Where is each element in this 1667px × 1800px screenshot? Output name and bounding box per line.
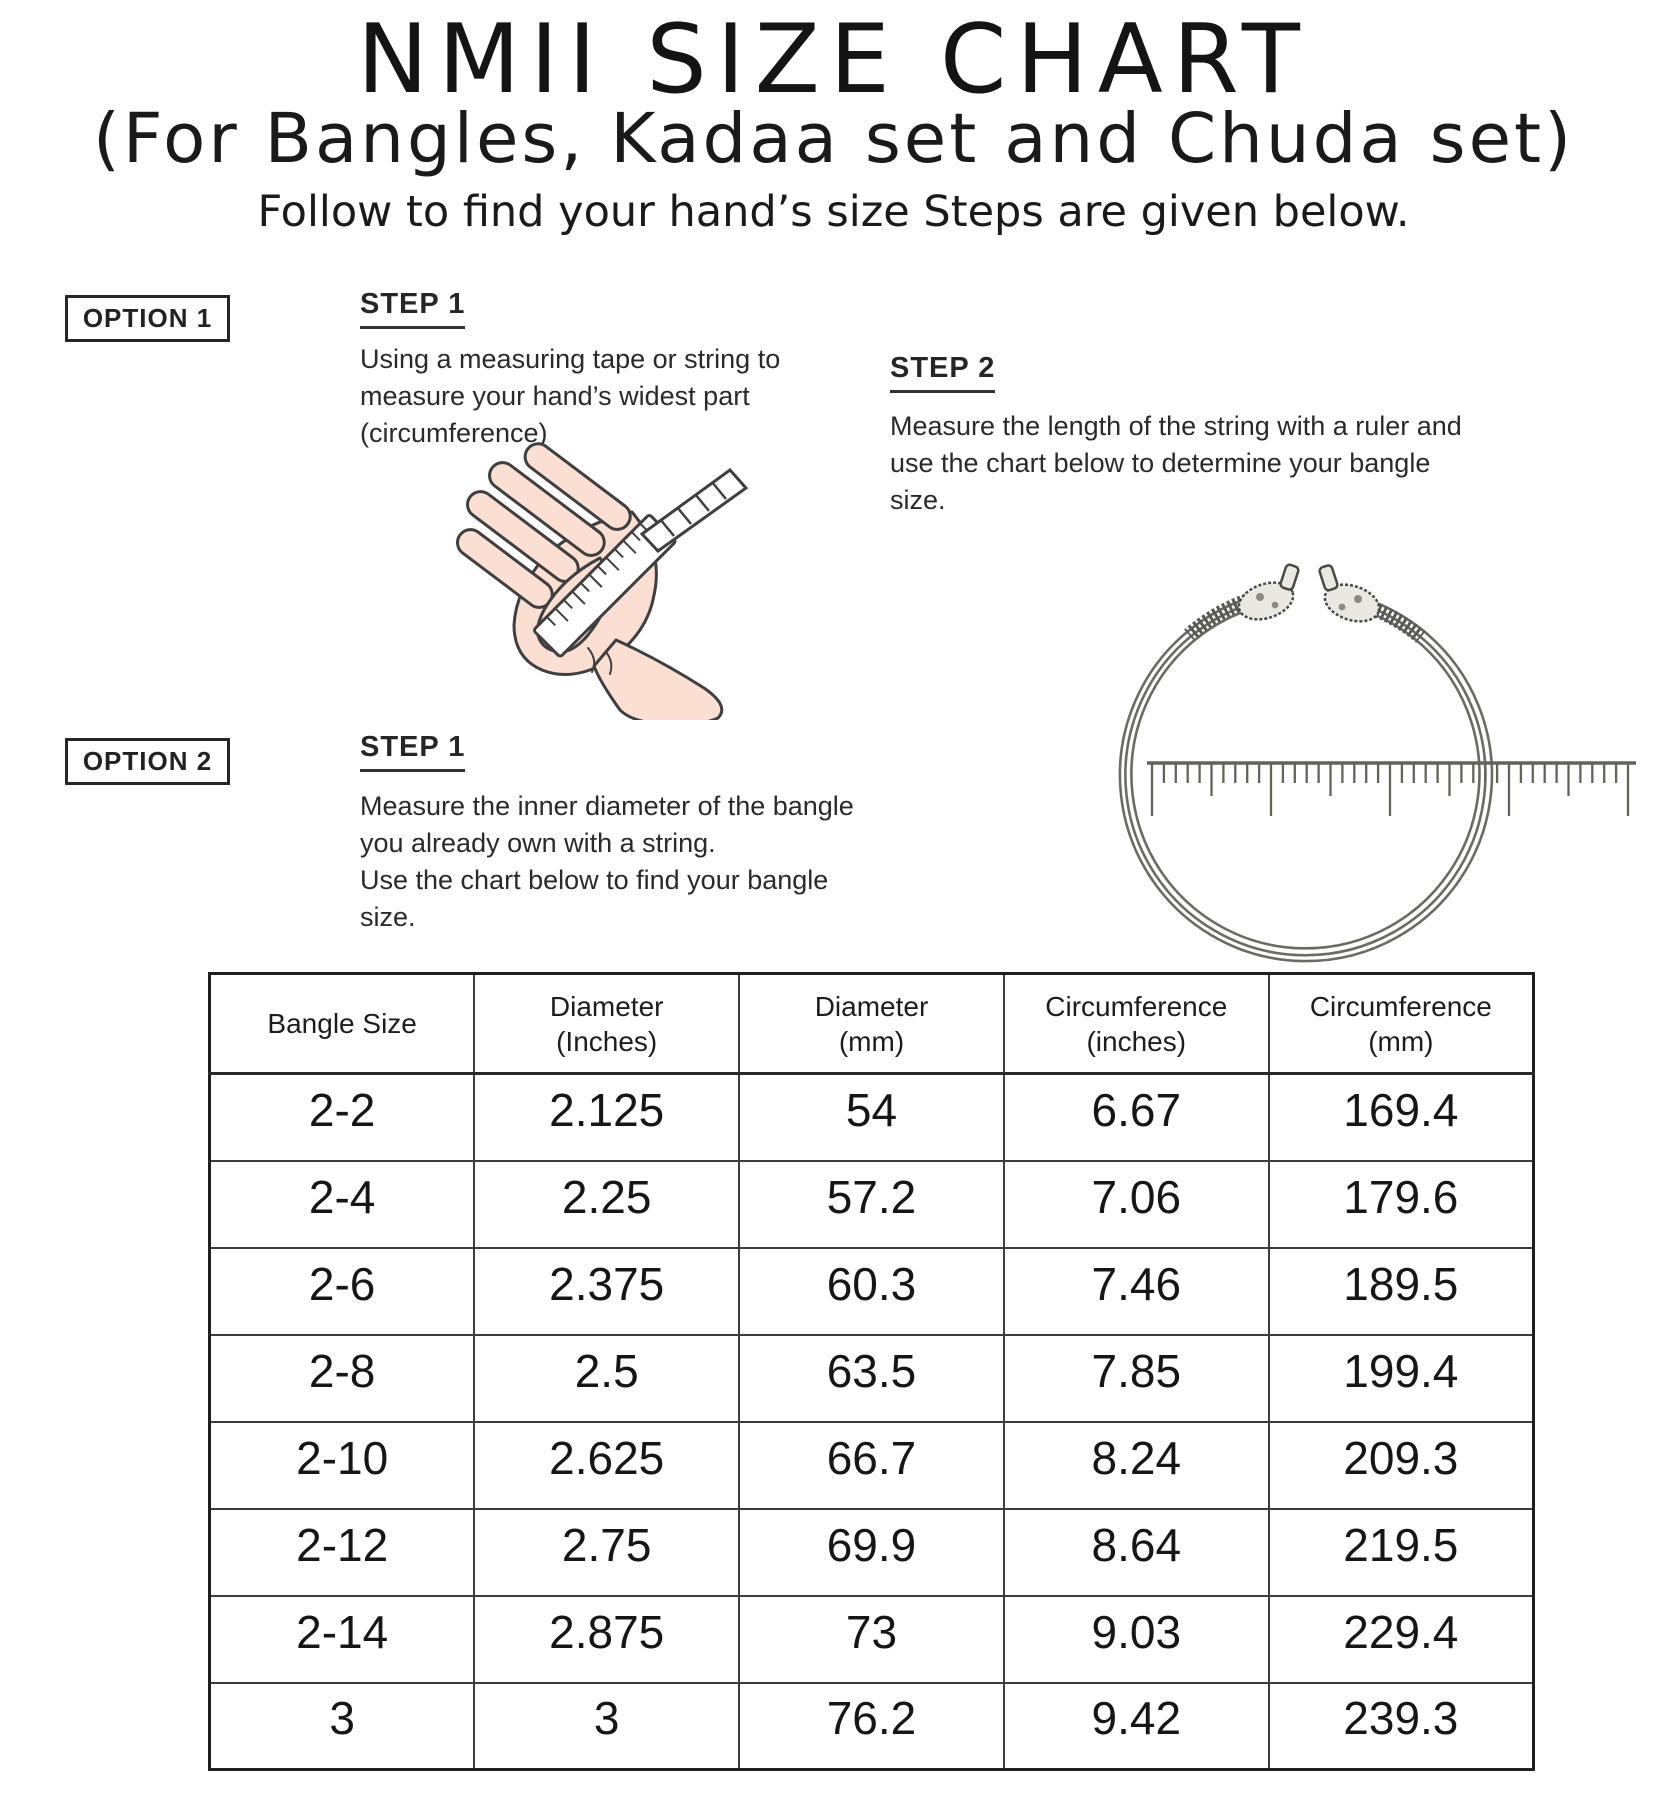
table-row: 2-4 2.25 57.2 7.06 179.6 xyxy=(208,1159,1535,1249)
option1-label: OPTION 1 xyxy=(82,303,213,333)
col-header-circumference-inches: Circumference (inches) xyxy=(1002,972,1270,1075)
size-table-body: 2-2 2.125 54 6.67 169.4 2-4 2.25 57.2 7.06 179.6… xyxy=(208,1072,1535,1771)
size-table-header: Bangle Size Diameter (Inches) Diameter (… xyxy=(208,972,1535,1075)
option2-step1-text: Measure the inner diameter of the bangle… xyxy=(360,788,880,936)
option1-step1-text: Using a measuring tape or string to meas… xyxy=(360,344,781,448)
col-header-diameter-mm: Diameter (mm) xyxy=(738,972,1005,1075)
option2-label: OPTION 2 xyxy=(82,746,213,776)
bangle-end-ornaments xyxy=(1237,563,1381,623)
option1-step2-text: Measure the length of the string with a … xyxy=(890,411,1462,515)
table-row: 2-14 2.875 73 9.03 229.4 xyxy=(208,1594,1535,1684)
option1-step1-heading: STEP 1 xyxy=(360,288,466,329)
table-row: 2-2 2.125 54 6.67 169.4 xyxy=(208,1072,1535,1162)
table-row: 2-10 2.625 66.7 8.24 209.3 xyxy=(208,1420,1535,1510)
fingers xyxy=(456,442,632,609)
table-row: 2-12 2.75 69.9 8.64 219.5 xyxy=(208,1507,1535,1597)
option2-label-box: OPTION 2 xyxy=(65,738,230,785)
option2-step1-heading-wrap: STEP 1 xyxy=(360,731,466,772)
tape-strip xyxy=(639,467,749,553)
page-title: NMII SIZE CHART xyxy=(357,5,1310,115)
option1-label-box: OPTION 1 xyxy=(65,295,230,342)
table-row: 2-6 2.375 60.3 7.46 189.5 xyxy=(208,1246,1535,1336)
table-row: 3 3 76.2 9.42 239.3 xyxy=(208,1681,1535,1771)
bangle-ruler-icon xyxy=(1118,563,1636,963)
option2-step1-text-line2: Use the chart below to find your bangle … xyxy=(360,865,829,932)
ruler xyxy=(1147,761,1636,816)
option1-step1-heading-wrap: STEP 1 xyxy=(360,288,466,329)
col-header-bangle-size: Bangle Size xyxy=(208,972,476,1075)
col-header-circumference-mm: Circumference (mm) xyxy=(1267,972,1535,1075)
col-header-diameter-inches: Diameter (Inches) xyxy=(473,972,741,1075)
option1-step2-heading: STEP 2 xyxy=(890,352,996,393)
option2-step1-text-line1: Measure the inner diameter of the bangle… xyxy=(360,791,854,858)
bangle-segments xyxy=(1184,588,1426,643)
ruler-ticks xyxy=(1150,764,1630,816)
page-subtitle: (For Bangles, Kadaa set and Chuda set) xyxy=(92,99,1575,179)
option2-step1-heading: STEP 1 xyxy=(360,731,466,772)
option1-step2-heading-wrap: STEP 2 xyxy=(890,352,996,393)
size-table: Bangle Size Diameter (Inches) Diameter (… xyxy=(208,972,1535,1771)
table-row: 2-8 2.5 63.5 7.85 199.4 xyxy=(208,1333,1535,1423)
bangle-wires xyxy=(1118,590,1494,963)
instruction-line: Follow to find your hand’s size Steps ar… xyxy=(257,187,1410,237)
hand-measuring-tape-icon xyxy=(456,442,749,720)
